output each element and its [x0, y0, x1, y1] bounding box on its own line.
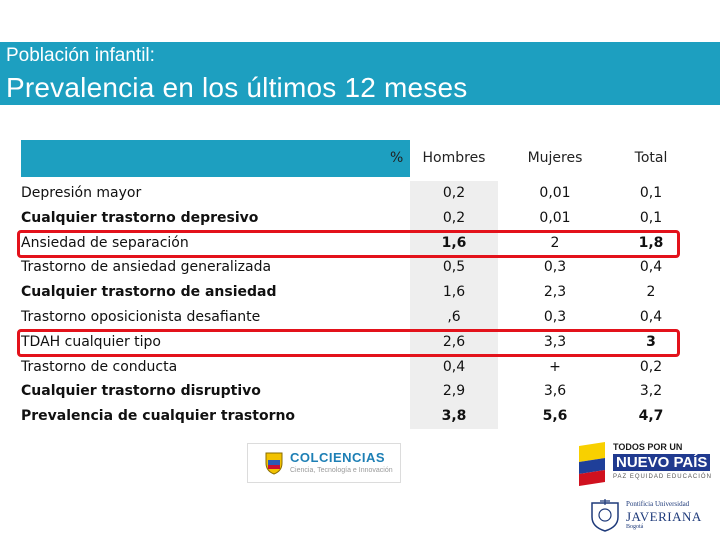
- cell-mujeres: 0,01: [539, 185, 571, 201]
- cell-total: 0,2: [639, 358, 663, 375]
- javeriana-line2: JAVERIANA: [626, 509, 702, 524]
- percent-symbol: %: [390, 150, 404, 166]
- row-label: Depresión mayor: [21, 185, 142, 201]
- highlight-tdah: [17, 329, 680, 357]
- cell-total: 0,1: [639, 209, 663, 226]
- cell-hombres: 3,8: [410, 404, 498, 430]
- cell-hombres: 1,6: [410, 230, 498, 256]
- row-label: Trastorno de ansiedad generalizada: [21, 259, 272, 276]
- cell-mujeres: 2: [550, 234, 560, 251]
- column-header-hombres: Hombres: [418, 140, 490, 177]
- slide-subtitle: Población infantil:: [6, 45, 155, 66]
- cell-hombres: 0,2: [410, 205, 498, 231]
- slide-header: Población infantil: Prevalencia en los ú…: [0, 42, 720, 105]
- row-label: Cualquier trastorno de ansiedad: [21, 284, 277, 301]
- row-label: Cualquier trastorno depresivo: [21, 209, 259, 226]
- javeriana-line1: Pontificia Universidad: [626, 500, 690, 508]
- cell-mujeres: 0,3: [543, 259, 567, 276]
- cell-total: 2: [646, 284, 656, 301]
- gobierno-logo: TODOS POR UN NUEVO PAÍS PAZ EQUIDAD EDUC…: [575, 440, 715, 490]
- column-header-mujeres: Mujeres: [512, 140, 598, 177]
- slide-title: Prevalencia en los últimos 12 meses: [6, 72, 468, 103]
- cell-mujeres: 2,3: [543, 284, 567, 301]
- table-header-bar: [21, 140, 410, 177]
- column-header-total: Total: [620, 140, 682, 177]
- javeriana-crest-icon: [591, 499, 619, 532]
- cell-hombres: 0,5: [410, 255, 498, 281]
- coat-of-arms-icon: [265, 452, 283, 475]
- cell-hombres: 0,2: [410, 181, 498, 206]
- cell-mujeres: 5,6: [542, 408, 568, 425]
- cell-hombres: 2,9: [410, 379, 498, 405]
- cell-total: 0,4: [639, 259, 663, 276]
- row-label: Trastorno de conducta: [21, 358, 178, 375]
- cell-total: 0,4: [639, 309, 663, 325]
- cell-mujeres: 3,3: [543, 333, 567, 350]
- cell-total: 0,1: [639, 185, 663, 201]
- colciencias-tagline: Ciencia, Tecnología e Innovación: [290, 467, 393, 474]
- gobierno-line1: TODOS POR UN: [613, 442, 683, 452]
- colciencias-logo: COLCIENCIAS Ciencia, Tecnología e Innova…: [247, 443, 401, 483]
- javeriana-line3: Bogotá: [626, 524, 644, 530]
- cell-mujeres: +: [549, 358, 561, 375]
- cell-hombres: ,6: [410, 305, 498, 330]
- cell-mujeres: 3,6: [543, 383, 567, 400]
- javeriana-logo: Pontificia Universidad JAVERIANA Bogotá: [588, 495, 701, 535]
- cell-hombres: 2,6: [410, 329, 498, 355]
- highlight-ansiedad-separacion: [17, 230, 680, 258]
- cell-total: 4,7: [638, 408, 664, 425]
- row-label: Cualquier trastorno disruptivo: [21, 383, 261, 400]
- cell-mujeres: 0,01: [539, 209, 571, 226]
- cell-total: 1,8: [638, 234, 664, 251]
- row-label: Prevalencia de cualquier trastorno: [21, 408, 296, 425]
- cell-hombres: 1,6: [410, 280, 498, 306]
- colciencias-name: COLCIENCIAS: [290, 450, 386, 465]
- cell-mujeres: 0,3: [543, 309, 567, 325]
- colombia-flag-icon: [579, 442, 605, 486]
- row-label: TDAH cualquier tipo: [21, 333, 161, 350]
- cell-total: 3,2: [639, 383, 663, 400]
- cell-total: 3: [646, 333, 656, 350]
- gobierno-line3: PAZ EQUIDAD EDUCACIÓN: [613, 474, 712, 480]
- gobierno-line2: NUEVO PAÍS: [613, 454, 711, 471]
- row-label: Ansiedad de separación: [21, 234, 189, 251]
- row-label: Trastorno oposicionista desafiante: [21, 309, 261, 325]
- cell-hombres: 0,4: [410, 354, 498, 380]
